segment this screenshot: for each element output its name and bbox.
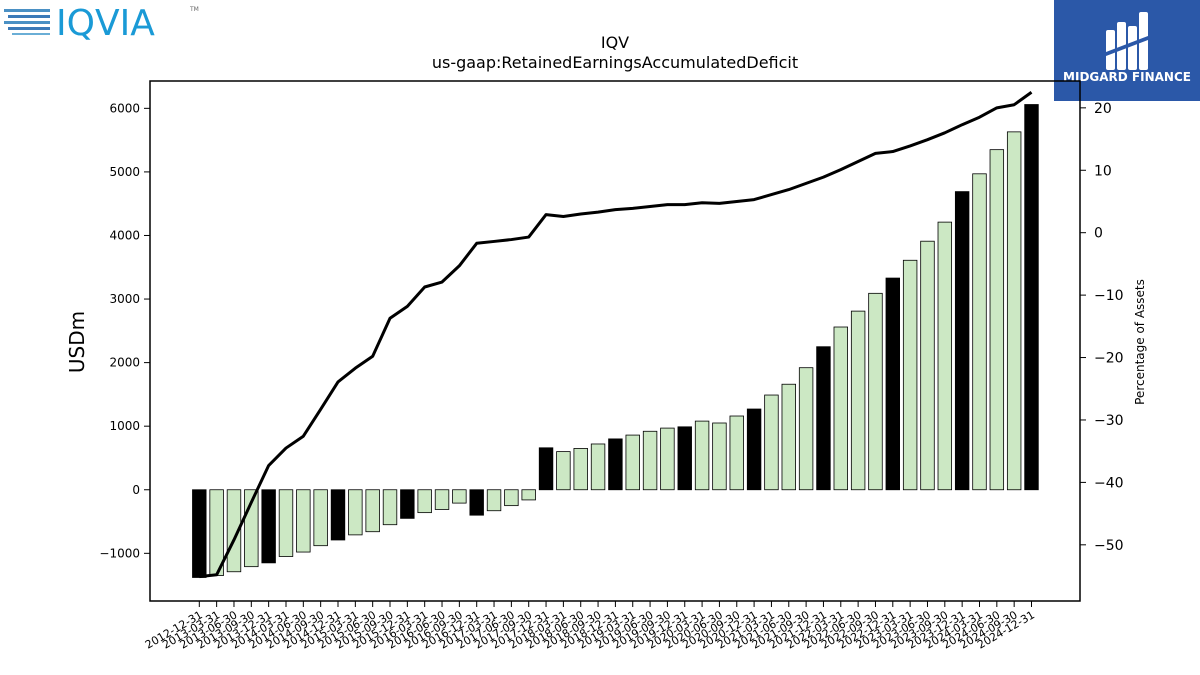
line-series bbox=[199, 91, 1033, 579]
bar-2016-03-31 bbox=[417, 489, 432, 514]
y-tick-label: 4000 bbox=[109, 228, 140, 242]
y2-tick-label: −40 bbox=[1094, 475, 1124, 491]
y2-tick-label: 20 bbox=[1094, 101, 1112, 117]
bar-2016-09-30 bbox=[452, 489, 467, 504]
bar-2024-06-30 bbox=[989, 149, 1005, 491]
y-axis-ticks: −1000 0 1000 2000 3000 4000 5000 6000 bbox=[99, 101, 150, 560]
bar-2022-09-30 bbox=[868, 292, 883, 491]
bar-2019-06-30 bbox=[642, 430, 658, 491]
bar-2018-09-30 bbox=[590, 443, 606, 491]
bar-2018-03-31 bbox=[556, 451, 571, 491]
bar-2014-03-31 bbox=[278, 489, 294, 557]
y2-axis-label: Percentage of Assets bbox=[1133, 279, 1147, 405]
bar-2017-09-30 bbox=[521, 489, 536, 501]
bar-2022-06-30 bbox=[850, 310, 866, 491]
y-tick-label: 3000 bbox=[109, 292, 140, 306]
iqvia-trademark: TM bbox=[189, 6, 199, 13]
bar-2022-12-31 bbox=[885, 277, 901, 491]
bar-2024-12-31 bbox=[1024, 104, 1039, 491]
x-axis-ticks: 2012-12-312013-03-312013-06-302013-09-30… bbox=[143, 601, 1037, 652]
bar-2015-09-30 bbox=[382, 489, 398, 526]
y2-tick-label: −30 bbox=[1094, 413, 1124, 429]
bar-2014-06-30 bbox=[296, 489, 311, 553]
bar-series bbox=[192, 104, 1039, 578]
bar-2012-12-31 bbox=[192, 489, 207, 578]
bar-2016-12-31 bbox=[469, 489, 484, 516]
midgard-logo-text: MIDGARD FINANCE bbox=[1063, 70, 1191, 84]
bar-2024-03-31 bbox=[972, 173, 987, 491]
bar-2015-06-30 bbox=[365, 489, 380, 533]
bar-2018-06-30 bbox=[573, 448, 588, 491]
iqvia-logo: IQVIA TM bbox=[4, 2, 200, 44]
chart-subtitle: us-gaap:RetainedEarningsAccumulatedDefic… bbox=[432, 53, 798, 72]
bar-2017-12-31 bbox=[538, 447, 554, 491]
bar-2023-09-30 bbox=[937, 221, 953, 491]
chart-title: IQV bbox=[601, 33, 629, 52]
bar-2020-09-30 bbox=[729, 415, 744, 491]
bar-2019-12-31 bbox=[677, 426, 692, 491]
y2-tick-label: −50 bbox=[1094, 538, 1124, 554]
y2-tick-label: −20 bbox=[1094, 351, 1124, 367]
y-tick-label: 1000 bbox=[109, 419, 140, 433]
midgard-mark-icon bbox=[1106, 12, 1148, 70]
y-tick-label: −1000 bbox=[99, 546, 140, 560]
bar-2021-06-30 bbox=[781, 383, 796, 491]
bar-2024-09-30 bbox=[1006, 131, 1022, 491]
bar-2021-03-31 bbox=[764, 394, 779, 491]
bar-2023-03-31 bbox=[902, 259, 918, 491]
bar-2023-06-30 bbox=[920, 240, 935, 491]
y2-axis-ticks: −50 −40 −30 −20 −10 0 10 20 bbox=[1080, 101, 1124, 554]
midgard-finance-logo: MIDGARD FINANCE bbox=[1054, 0, 1200, 101]
plot-frame bbox=[149, 80, 1081, 602]
y-tick-label: 0 bbox=[132, 483, 140, 497]
percentage-of-assets-line bbox=[199, 91, 1033, 579]
bar-2013-12-31 bbox=[261, 489, 276, 564]
bar-2023-12-31 bbox=[954, 191, 970, 491]
bar-2015-03-31 bbox=[348, 489, 363, 536]
y2-tick-label: 0 bbox=[1094, 226, 1103, 242]
y-tick-label: 6000 bbox=[109, 101, 140, 115]
bar-2019-03-31 bbox=[625, 434, 640, 491]
bar-2015-12-31 bbox=[400, 489, 415, 519]
y2-tick-label: 10 bbox=[1094, 163, 1112, 179]
bar-2016-06-30 bbox=[434, 489, 450, 510]
bar-2021-12-31 bbox=[816, 346, 831, 491]
bar-2021-09-30 bbox=[798, 367, 814, 491]
bar-2020-06-30 bbox=[712, 422, 727, 491]
iqvia-logo-text: IQVIA bbox=[56, 3, 155, 42]
bar-2018-12-31 bbox=[608, 438, 623, 491]
bar-2017-03-31 bbox=[486, 489, 502, 512]
bar-2017-06-30 bbox=[504, 489, 519, 507]
bar-2020-03-31 bbox=[694, 420, 710, 491]
y-axis-label: USDm bbox=[65, 311, 89, 373]
y-tick-label: 2000 bbox=[109, 356, 140, 370]
bar-2013-06-30 bbox=[226, 489, 242, 573]
bar-2022-03-31 bbox=[833, 326, 848, 491]
y2-tick-label: −10 bbox=[1094, 288, 1124, 304]
bar-2020-12-31 bbox=[746, 408, 762, 491]
bar-2014-12-31 bbox=[330, 489, 346, 541]
y-tick-label: 5000 bbox=[109, 165, 140, 179]
iqvia-mark-icon bbox=[4, 9, 50, 35]
bar-2014-09-30 bbox=[313, 489, 328, 547]
bar-2019-09-30 bbox=[660, 427, 675, 491]
